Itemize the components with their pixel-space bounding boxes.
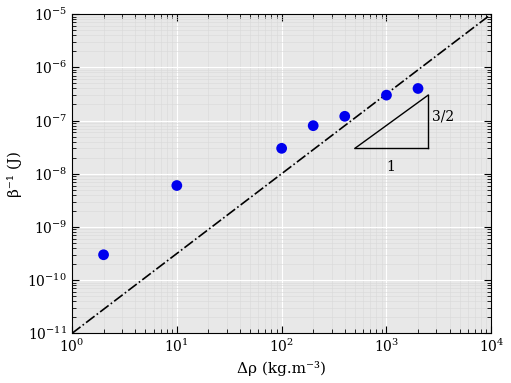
Point — [277, 145, 286, 151]
Text: 1: 1 — [386, 160, 395, 174]
Point — [414, 85, 422, 92]
Point — [341, 113, 349, 119]
Y-axis label: β⁻¹ (J): β⁻¹ (J) — [7, 151, 22, 197]
Point — [382, 92, 390, 98]
X-axis label: Δρ (kg.m⁻³): Δρ (kg.m⁻³) — [237, 361, 326, 376]
Text: 3/2: 3/2 — [432, 109, 454, 123]
Point — [100, 252, 108, 258]
Point — [309, 123, 317, 129]
Point — [173, 182, 181, 188]
